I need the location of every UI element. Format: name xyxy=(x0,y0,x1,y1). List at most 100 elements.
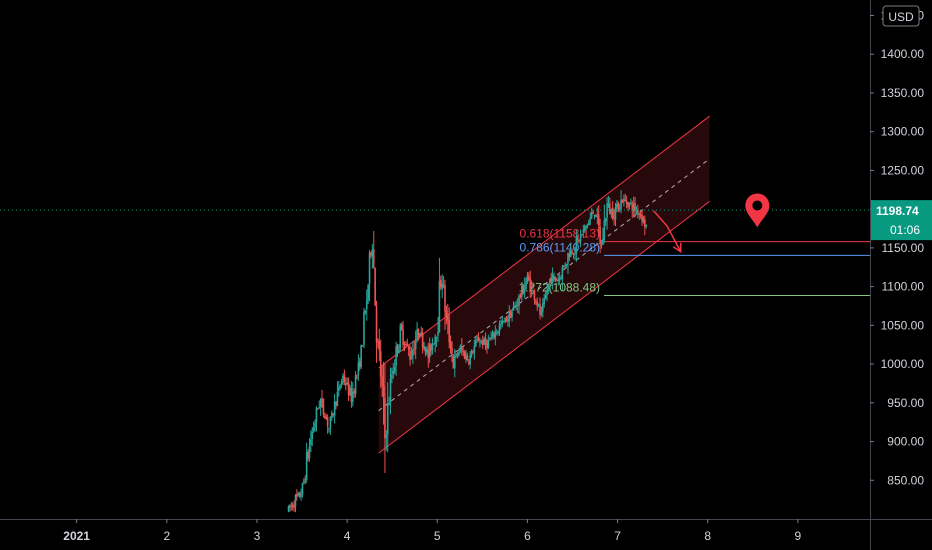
candle-body xyxy=(321,398,323,400)
candle-body xyxy=(606,203,608,218)
candle-body xyxy=(294,495,297,507)
candle-body xyxy=(339,385,342,387)
candles xyxy=(287,190,648,513)
candle-body xyxy=(516,304,519,306)
time-scale-area[interactable] xyxy=(0,519,932,550)
y-tick-label: 950.00 xyxy=(887,396,924,410)
candle-body xyxy=(556,280,558,282)
candle-body xyxy=(519,296,522,298)
candle-body xyxy=(523,288,526,293)
candle-body xyxy=(314,422,316,428)
candle-body xyxy=(477,337,480,342)
candle-body xyxy=(375,306,378,343)
fibonacci-levels[interactable]: 0.618(1158.13)0.786(1140.28) 1.272(1088.4… xyxy=(519,227,870,297)
candle-body xyxy=(549,278,551,283)
candle-body xyxy=(351,391,354,402)
candle-body xyxy=(358,361,361,368)
candle-body xyxy=(553,275,555,277)
y-tick-label: 1150.00 xyxy=(882,241,925,255)
candle-body xyxy=(537,304,540,306)
candle-body xyxy=(349,388,351,395)
candle-body xyxy=(444,285,446,312)
candle-body xyxy=(571,251,573,254)
candle-body xyxy=(645,224,648,227)
candle-body xyxy=(396,345,399,352)
price-badges: 1198.74 01:06 xyxy=(871,200,932,241)
candle-body xyxy=(391,375,393,379)
candle-body xyxy=(578,240,580,242)
candle-body xyxy=(487,339,490,348)
candle-body xyxy=(377,341,379,343)
price-scale-area[interactable] xyxy=(870,0,932,550)
candle-body xyxy=(472,351,474,353)
candle-body xyxy=(382,385,385,398)
candle-body xyxy=(405,343,407,345)
candle-body xyxy=(324,415,326,418)
candle-body xyxy=(561,267,564,280)
candle-body xyxy=(572,253,575,255)
candle-body xyxy=(433,343,435,345)
fib-level-label: 0.618(1158.13) xyxy=(520,227,601,241)
candle-body xyxy=(618,209,621,211)
candle-body xyxy=(392,370,395,374)
candle-body xyxy=(600,244,603,246)
candle-body xyxy=(340,381,343,385)
y-tick-label: 1050.00 xyxy=(881,318,925,332)
pin-hole xyxy=(752,200,763,211)
candle-body xyxy=(293,505,295,509)
candle-body xyxy=(579,235,582,241)
candle-body xyxy=(332,413,335,415)
candle-body xyxy=(620,199,622,210)
x-tick-label: 8 xyxy=(704,529,711,543)
candle-body xyxy=(300,495,302,497)
location-pin-icon[interactable] xyxy=(745,193,770,228)
candle-body xyxy=(504,317,506,323)
candle-body xyxy=(430,343,432,351)
candle-body xyxy=(455,354,457,356)
candle-body xyxy=(599,226,601,245)
candle-body xyxy=(318,406,321,408)
candle-body xyxy=(329,416,332,428)
candle-body xyxy=(453,355,456,369)
candle-body xyxy=(322,398,325,415)
last-price-badge xyxy=(871,200,932,241)
candle-body xyxy=(374,267,376,306)
arrow-head xyxy=(672,242,682,254)
projection-arrow[interactable] xyxy=(653,210,682,253)
candle-body xyxy=(419,333,421,337)
y-tick-label: 900.00 xyxy=(887,435,924,449)
candle-body xyxy=(414,341,417,350)
candle-body xyxy=(518,295,520,306)
candle-body xyxy=(583,226,586,230)
candle-body xyxy=(574,252,576,254)
candle-body xyxy=(592,211,594,214)
candle-body xyxy=(602,238,604,245)
candle-body xyxy=(634,202,636,212)
currency-badge[interactable] xyxy=(882,5,920,27)
candle-body xyxy=(639,214,642,216)
candle-body xyxy=(539,304,541,315)
candle-body xyxy=(512,306,515,311)
candle-body xyxy=(505,317,508,322)
candle-body xyxy=(490,337,492,339)
y-tick-label: 850.00 xyxy=(887,473,924,487)
candle-body xyxy=(530,285,533,291)
candle-body xyxy=(568,254,571,258)
channel-midline[interactable] xyxy=(378,158,710,411)
candle-body xyxy=(395,346,397,366)
candle-body xyxy=(399,325,402,349)
candle-body xyxy=(588,220,590,226)
channel-lower-line[interactable] xyxy=(378,201,710,454)
projection-arrows[interactable] xyxy=(653,210,682,254)
x-tick-label: 2021 xyxy=(63,529,90,543)
candle-body xyxy=(480,341,483,343)
candle-body xyxy=(344,382,347,385)
channel-upper-line[interactable] xyxy=(378,115,710,369)
candle-body xyxy=(500,323,502,325)
candle-body xyxy=(476,338,478,340)
candle-body xyxy=(543,298,546,304)
candle-body xyxy=(514,305,516,308)
y-tick-label: 1400.00 xyxy=(881,47,925,61)
candle-body xyxy=(586,224,589,226)
